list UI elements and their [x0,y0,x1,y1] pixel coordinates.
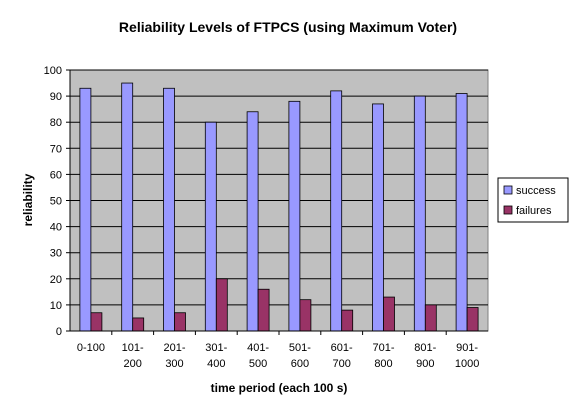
x-tick-label: 601- [331,342,353,354]
bar-success [288,100,301,332]
bar-success [455,93,468,332]
x-tick-label: 500 [249,358,267,370]
bar-failures [383,296,395,332]
bar-success [204,121,217,332]
y-tick-label: 70 [50,143,62,155]
bar-success [246,111,259,332]
bar-failures [215,278,228,332]
x-tick-label: 301- [205,342,227,354]
legend-swatch-failures [503,205,513,215]
y-tick-label: 100 [44,65,62,77]
x-tick-label: 801- [414,342,436,354]
y-axis-label: reliability [21,173,35,226]
y-tick-label: 20 [50,274,62,286]
legend-box [497,177,569,223]
bar-success [372,103,384,332]
x-tick-label: 501- [289,342,311,354]
chart-title: Reliability Levels of FTPCS (using Maxim… [119,19,457,35]
bar-failures [341,309,354,332]
x-tick-label: 901- [456,342,478,354]
legend: success failures [497,177,569,223]
y-tick-label: 90 [50,91,62,103]
bars [79,82,479,332]
x-tick-label: 101- [122,342,144,354]
bar-failures [424,304,437,332]
y-tick-label: 10 [50,300,62,312]
bar-failures [174,312,186,332]
x-tick-label: 600 [291,358,309,370]
y-tick-label: 50 [50,196,62,208]
x-tick-label: 200 [124,358,142,370]
bar-failures [299,299,312,332]
bar-failures [466,307,479,332]
y-tick-label: 40 [50,222,62,234]
legend-swatch-success [503,185,513,195]
x-axis-label: time period (each 100 s) [211,381,348,395]
bar-success [163,87,175,332]
x-tick-label: 400 [207,358,225,370]
y-tick-label: 30 [50,248,62,260]
bar-success [330,90,343,332]
bar-success [121,82,134,332]
x-tick-label: 700 [333,358,351,370]
y-axis-ticks: 0 10 20 30 40 50 60 70 80 90 100 [44,65,70,338]
bar-success [413,95,426,332]
x-tick-label: 401- [247,342,269,354]
x-tick-label: 701- [372,342,394,354]
x-tick-label: 201- [163,342,185,354]
bar-failures [257,288,270,332]
y-tick-label: 80 [50,117,62,129]
legend-label-failures: failures [516,205,552,217]
x-axis-ticks: 0-100 101- 200 201- 300 301- 400 401- 500 501- 600… [77,331,479,370]
bar-failures [90,312,103,332]
y-tick-label: 60 [50,169,62,181]
bar-failures [132,317,145,332]
legend-label-success: success [516,185,556,197]
x-tick-label: 300 [165,358,183,370]
bar-success [79,87,92,332]
x-tick-label: 900 [416,358,434,370]
x-tick-label: 0-100 [77,342,105,354]
x-tick-label: 1000 [455,358,479,370]
x-tick-label: 800 [374,358,392,370]
y-tick-label: 0 [56,326,62,338]
